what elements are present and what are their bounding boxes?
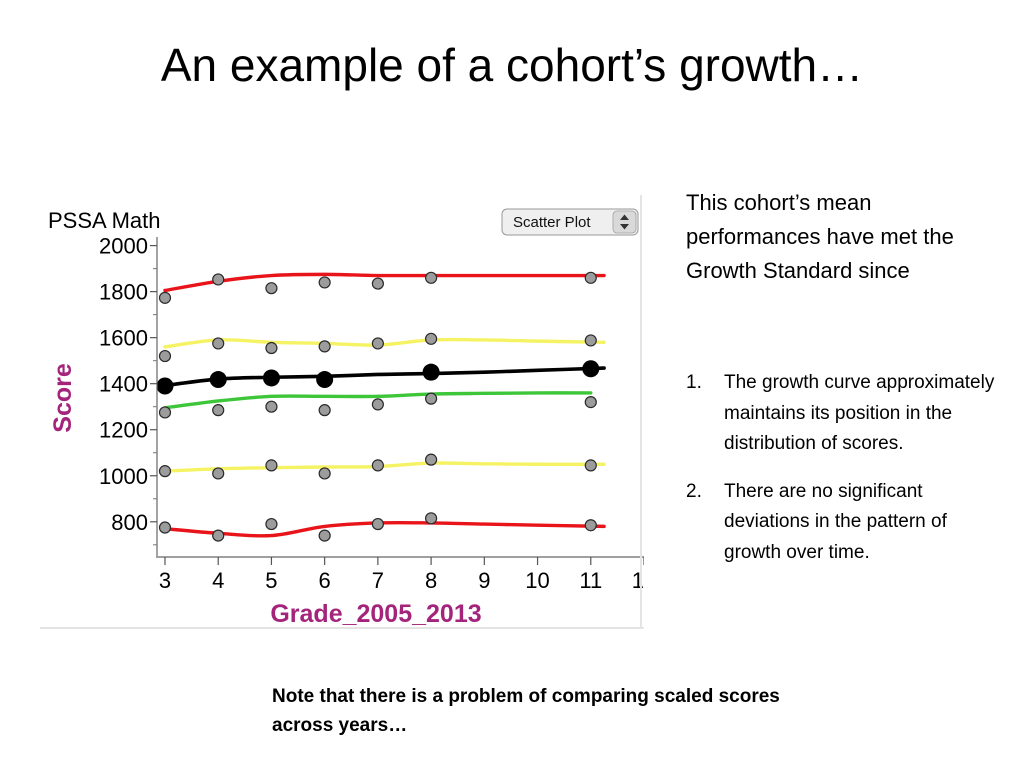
x-tick-label: 11 [579,568,602,593]
data-point [425,453,438,466]
chart-svg: 800 1000 1200 1400 1600 1800 2000 3 4 5 6 7 8 9 10 11 12… [48,208,644,628]
slide-title: An example of a cohort’s growth… [160,39,864,91]
data-point [371,337,384,350]
x-tick-label: 5 [265,568,277,593]
y-tick-label: 1000 [99,464,148,489]
x-tick-label: 10 [525,568,549,593]
y-tick-label: 1400 [99,372,148,397]
scatter-chart: 800 1000 1200 1400 1600 1800 2000 3 4 5 6 7 8 9 10 11 12… [40,195,644,629]
data-point [158,291,172,304]
y-tick-label: 800 [111,510,148,535]
mean-point [316,371,334,389]
data-point [425,271,438,284]
plot-type-selector-label: Scatter Plot [513,214,591,231]
list-item-text: The growth curve approximately maintains… [724,372,995,454]
chevron-updown-icon [620,214,629,230]
data-point [158,521,172,534]
data-point [584,519,597,532]
data-point [212,404,225,417]
chart-border [40,627,644,629]
mean-point [209,371,227,389]
data-point [265,341,278,355]
data-point [371,517,384,531]
data-point [584,334,597,347]
data-point [158,349,172,363]
data-point [212,273,225,286]
plot-type-selector[interactable]: Scatter Plot [501,208,639,236]
x-tick-label: 3 [159,568,171,593]
data-point [265,282,278,295]
x-tick-label: 8 [425,568,437,593]
footnote: Note that there is a problem of comparin… [272,686,780,736]
data-point [371,398,384,411]
mean-point [262,369,280,387]
data-point [212,467,225,480]
growth-curve [163,337,606,349]
list-item-number: 1. [686,372,702,393]
y-tick-label: 1200 [99,418,148,443]
x-tick-label: 7 [372,568,384,593]
axes-layer: 800 1000 1200 1400 1600 1800 2000 3 4 5 6 7 8 9 10 11 12 [99,234,644,593]
list-item-text: There are no significant deviations in t… [724,480,947,563]
data-point [265,517,278,531]
data-point [212,529,225,542]
data-point [318,276,331,289]
points-layer [156,271,600,542]
data-point [158,465,172,478]
growth-curve [163,461,606,473]
data-point [371,277,384,290]
data-point [318,467,331,480]
x-tick-label: 6 [319,568,331,593]
data-point [212,337,225,350]
data-point [265,400,278,413]
growth-curve [163,520,606,538]
list-item: 1. The growth curve approximately mainta… [686,368,996,460]
data-point [584,271,597,284]
y-tick-label: 1800 [99,280,148,305]
data-point [425,332,438,345]
x-tick-label: 4 [212,568,224,593]
data-point [158,406,172,419]
y-tick-label: 2000 [99,234,148,259]
notes-list: 1. The growth curve approximately mainta… [686,368,996,585]
chart-title: PSSA Math [48,208,161,233]
mean-point [422,363,440,381]
growth-curve [163,391,593,410]
mean-point [582,360,600,378]
x-tick-label: 9 [478,568,490,593]
data-point [265,459,278,472]
data-point [584,396,597,409]
data-point [425,512,438,525]
growth-curve [163,272,606,293]
chart-border [640,195,642,629]
x-tick-label: 12 [632,568,644,593]
list-item-number: 2. [686,480,702,502]
data-point [425,392,438,405]
data-point [318,340,331,353]
y-tick-label: 1600 [99,326,148,351]
y-axis-label: Score [49,363,77,433]
data-point [371,459,384,472]
data-point [318,529,331,542]
data-point [318,404,331,417]
growth-curve [163,366,606,388]
cohort-description: This cohort’s mean performances have met… [686,190,954,283]
mean-point [156,377,174,395]
curves-layer [163,272,606,538]
x-axis-label: Grade_2005_2013 [270,600,481,628]
list-item: 2. There are no significant deviations i… [686,477,996,569]
data-point [584,459,597,472]
